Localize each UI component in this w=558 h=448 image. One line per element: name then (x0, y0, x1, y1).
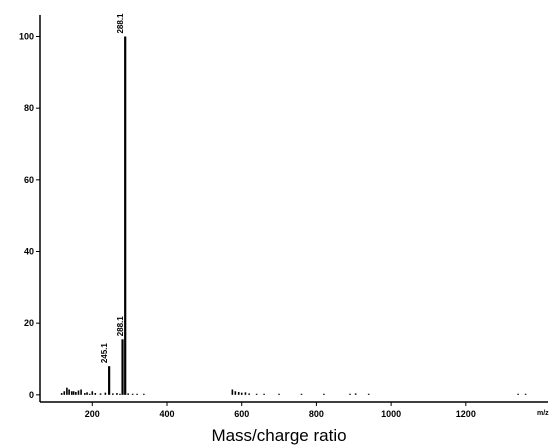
x-ticks: 200 400 600 800 1000 1200 (85, 402, 476, 419)
x-axis: 200 400 600 800 1000 1200 m/z (40, 401, 549, 419)
x-tick-label: 400 (159, 409, 174, 419)
x-tick-label: 1200 (456, 409, 476, 419)
y-ticks: 0 20 40 60 80 100 (19, 32, 40, 400)
y-tick-label: 20 (24, 318, 34, 328)
y-axis: 0 20 40 60 80 100 (19, 15, 41, 402)
y-tick-label: 100 (19, 32, 34, 42)
peak-label: 288.1 (116, 316, 125, 337)
spectrum-peaks (60, 36, 527, 395)
peak-label: 288.1 (116, 13, 125, 34)
y-tick-label: 80 (24, 103, 34, 113)
peak-annotations: 245.1 288.1 288.1 (100, 13, 125, 363)
x-axis-title: Mass/charge ratio (211, 426, 346, 445)
y-tick-label: 60 (24, 175, 34, 185)
peak-label: 245.1 (100, 343, 109, 364)
y-tick-label: 40 (24, 247, 34, 257)
x-tick-label: 600 (234, 409, 249, 419)
x-tick-label: 800 (309, 409, 324, 419)
y-tick-label: 0 (29, 390, 34, 400)
x-tick-label: 1000 (381, 409, 401, 419)
x-tick-label: 200 (85, 409, 100, 419)
x-unit-label: m/z (537, 410, 549, 417)
